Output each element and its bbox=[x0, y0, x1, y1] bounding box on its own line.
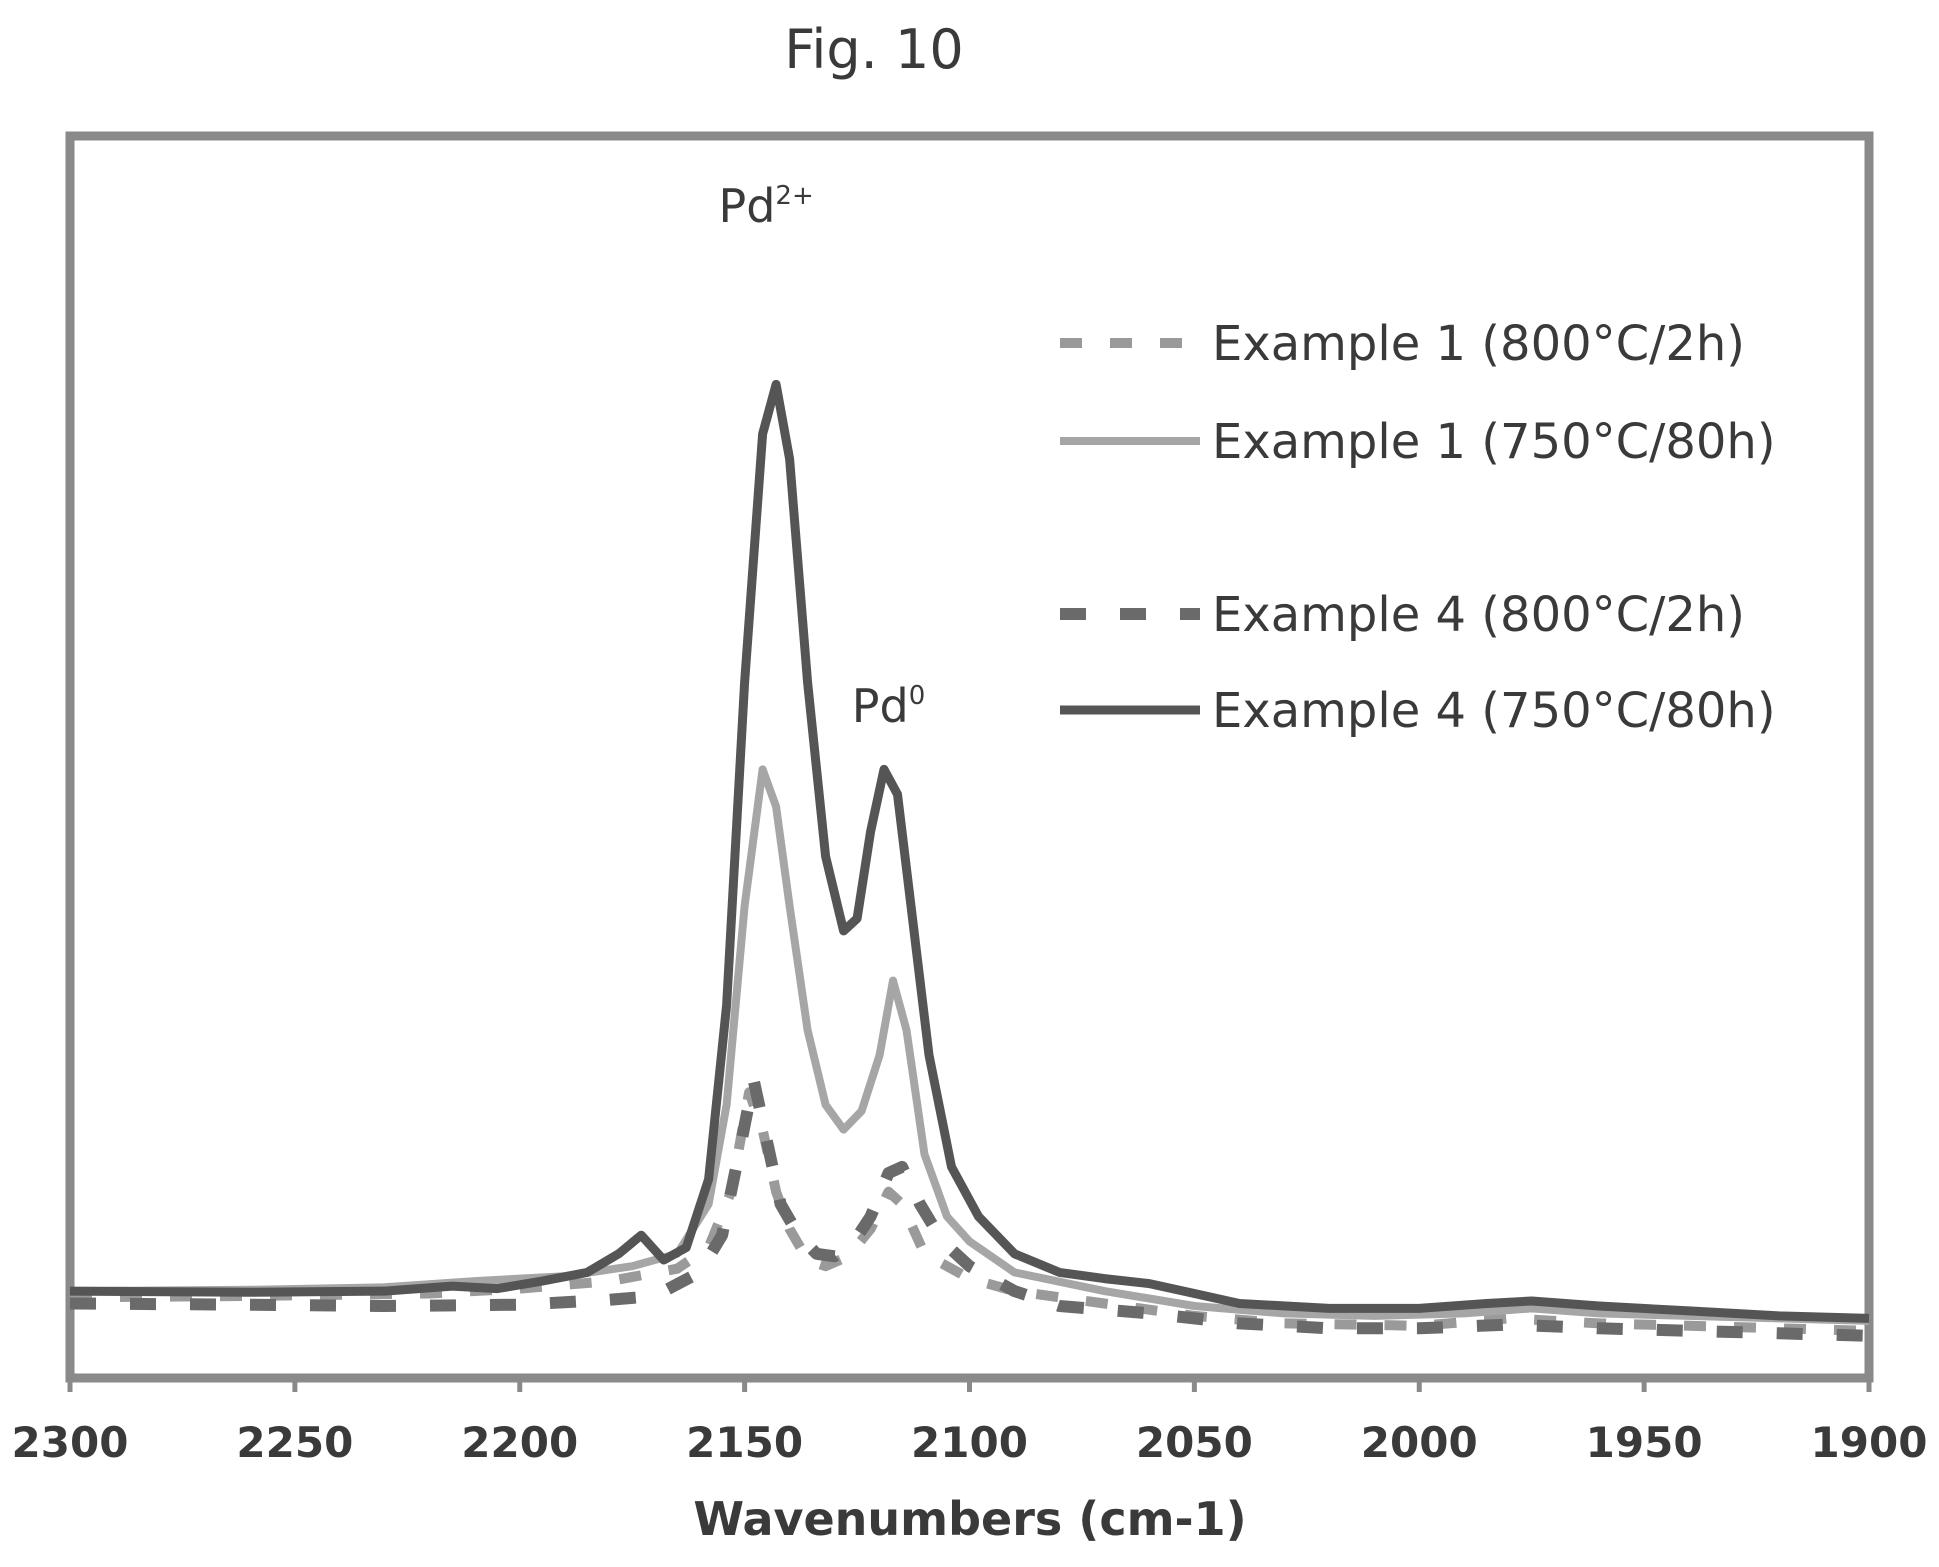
x-tick-label: 2200 bbox=[461, 1418, 578, 1467]
legend-label-4: Example 4 (750°C/80h) bbox=[1212, 683, 1776, 739]
x-axis-ticks: 2300 2250 2200 2150 2100 2050 2000 1950 1900 bbox=[12, 1378, 1928, 1467]
series-line-4 bbox=[69, 379, 1870, 1323]
x-axis-label: Wavenumbers (cm-1) bbox=[693, 1492, 1246, 1546]
legend: Example 1 (800°C/2h) Example 1 (750°C/80h… bbox=[1060, 316, 1776, 739]
x-tick-label: 1950 bbox=[1586, 1418, 1703, 1467]
x-tick-label: 2250 bbox=[236, 1418, 353, 1467]
x-tick-label: 2300 bbox=[12, 1418, 129, 1467]
figure-title: Fig. 10 bbox=[784, 18, 963, 81]
series-line-2 bbox=[69, 765, 1870, 1325]
x-tick-label: 2100 bbox=[911, 1418, 1028, 1467]
peak-annotation: Pd2+ bbox=[718, 179, 813, 233]
x-tick-label: 2150 bbox=[686, 1418, 803, 1467]
legend-label-3: Example 4 (800°C/2h) bbox=[1212, 587, 1745, 643]
peak-annotations: Pd2+ Pd0 bbox=[718, 179, 925, 733]
peak-annotation: Pd0 bbox=[852, 679, 926, 733]
series-line-3 bbox=[69, 1073, 1870, 1342]
x-tick-label: 2000 bbox=[1361, 1418, 1478, 1467]
series-layer bbox=[69, 379, 1870, 1342]
x-tick-label: 2050 bbox=[1136, 1418, 1253, 1467]
legend-label-1: Example 1 (800°C/2h) bbox=[1212, 316, 1745, 372]
x-tick-label: 1900 bbox=[1811, 1418, 1928, 1467]
legend-label-2: Example 1 (750°C/80h) bbox=[1212, 414, 1776, 470]
